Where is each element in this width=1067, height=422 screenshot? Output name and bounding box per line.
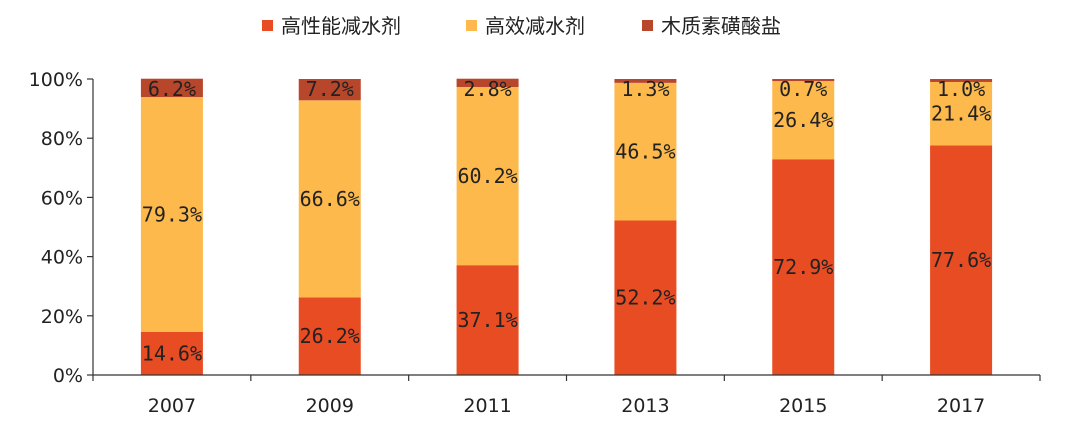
bar-segment-2011-1 [456, 86, 519, 266]
bars [140, 78, 993, 375]
bar-segment-2015-1 [772, 81, 835, 160]
bar-segment-2009-1 [298, 100, 361, 298]
bar-segment-2013-0 [614, 220, 677, 375]
bar-segment-2007-2 [140, 78, 203, 98]
x-tick-label: 2015 [779, 395, 827, 417]
data-label-2011-1: 60.2% [457, 164, 517, 188]
data-label-2009-1: 66.6% [300, 187, 360, 211]
bar-segment-2009-2 [298, 79, 361, 101]
data-label-2017-1: 21.4% [931, 102, 991, 126]
data-label-2013-2: 1.3% [621, 77, 669, 101]
bar-segment-2011-0 [456, 265, 519, 375]
y-tick-label: 0% [53, 365, 83, 387]
bar-segment-2017-2 [930, 79, 993, 82]
x-tick-label: 2007 [148, 395, 196, 417]
data-label-2013-1: 46.5% [615, 140, 675, 164]
bar-segment-2017-0 [930, 145, 993, 375]
data-label-2017-0: 77.6% [931, 248, 991, 272]
data-label-2007-1: 79.3% [142, 202, 202, 226]
legend-label-2: 木质素磺酸盐 [661, 14, 781, 38]
x-axis: 2007 2009 2011 2013 2015 2017 [92, 374, 1041, 417]
y-tick-label: 100% [29, 69, 83, 91]
legend-swatch-0 [262, 20, 273, 31]
y-tick-label: 80% [41, 128, 83, 150]
bar-segment-2013-1 [614, 82, 677, 221]
legend-label-1: 高效减水剂 [485, 14, 585, 38]
legend: 高性能减水剂 高效减水剂 木质素磺酸盐 [262, 14, 781, 38]
data-label-2007-2: 6.2% [148, 77, 196, 101]
data-label-2015-2: 0.7% [779, 77, 827, 101]
bar-segment-2011-2 [456, 78, 519, 87]
legend-swatch-1 [466, 20, 477, 31]
bar-segment-2007-0 [140, 331, 203, 375]
legend-label-0: 高性能减水剂 [281, 14, 401, 38]
y-tick-label: 60% [41, 187, 83, 209]
data-label-2009-2: 7.2% [306, 77, 354, 101]
bar-segment-2007-1 [140, 97, 203, 332]
x-tick-label: 2013 [621, 395, 669, 417]
x-tick-label: 2011 [463, 395, 511, 417]
data-label-2015-1: 26.4% [773, 108, 833, 132]
bar-segment-2015-2 [772, 79, 835, 82]
y-tick-label: 20% [41, 306, 83, 328]
x-tick-label: 2009 [306, 395, 354, 417]
data-label-2009-0: 26.2% [300, 324, 360, 348]
bar-segment-2009-0 [298, 297, 361, 375]
bar-segment-2013-2 [614, 79, 677, 83]
data-labels: 14.6% 79.3% 6.2% 26.2% 66.6% 7.2% 37.1% 60.2% 2.… [142, 77, 991, 365]
data-label-2011-0: 37.1% [457, 308, 517, 332]
y-tick-label: 40% [41, 247, 83, 269]
y-axis: 0% 20% 40% 60% 80% 100% [29, 69, 94, 387]
data-label-2013-0: 52.2% [615, 286, 675, 310]
data-label-2011-2: 2.8% [463, 77, 511, 101]
legend-swatch-2 [642, 20, 653, 31]
data-label-2017-2: 1.0% [937, 77, 985, 101]
x-tick-label: 2017 [937, 395, 985, 417]
bar-segment-2015-0 [772, 159, 835, 375]
data-label-2007-0: 14.6% [142, 341, 202, 365]
bar-segment-2017-1 [930, 81, 993, 146]
data-label-2015-0: 72.9% [773, 255, 833, 279]
